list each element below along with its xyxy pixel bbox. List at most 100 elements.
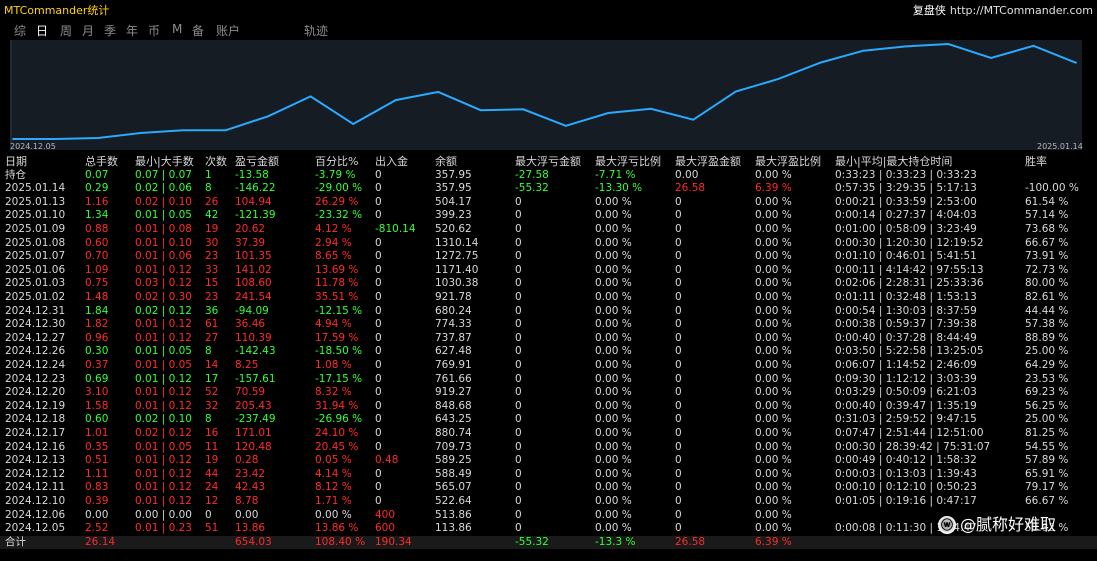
cell-lots: 0.70 (85, 250, 109, 263)
cell-mflp: 0.00 % (595, 427, 632, 439)
cell-mflp: 0.00 % (595, 386, 632, 399)
cell-win: 73.68 % (1025, 223, 1069, 235)
cell-mflp: 0.00 % (595, 331, 632, 344)
brand-url[interactable]: http://MTCommander.com (949, 4, 1093, 17)
table-row[interactable]: 2024.12.11 0.83 0.01 | 0.12 24 42.43 8.12 % 0 5… (0, 481, 1097, 494)
table-row[interactable]: 2024.12.13 0.51 0.01 | 0.12 19 0.28 0.05 % 0.4… (0, 454, 1097, 467)
table-row[interactable]: 2024.12.17 1.01 0.02 | 0.12 16 171.01 24.10 %… (0, 427, 1097, 440)
cell-win: 56.25 % (1025, 399, 1069, 412)
table-row[interactable]: 2024.12.23 0.69 0.01 | 0.12 17 -157.61 -17.15… (0, 373, 1097, 386)
cell-mfpp: 0.00 % (755, 168, 792, 181)
cell-mfp: 0 (675, 454, 682, 467)
table-row[interactable]: 2024.12.18 0.60 0.02 | 0.10 8 -237.49 -26.96 … (0, 413, 1097, 426)
tab-0[interactable]: 综 (14, 24, 27, 38)
cell-pnl: 108.60 (235, 277, 272, 290)
tab-6[interactable]: 币 (148, 24, 161, 38)
table-row[interactable]: 2024.12.30 1.82 0.01 | 0.12 61 36.46 4.94 % 0 7… (0, 318, 1097, 331)
cell-date: 2024.12.11 (5, 481, 66, 494)
table-row[interactable]: 持仓 0.07 0.07 | 0.07 1 -13.58 -3.79 % 0 357.95 -2… (0, 169, 1097, 182)
table-row[interactable]: 2024.12.10 0.39 0.01 | 0.12 12 8.78 1.71 % 0 52… (0, 495, 1097, 508)
cell-time: 0:00:10 | 0:12:10 | 0:50:23 (835, 481, 977, 494)
table-row[interactable]: 2024.12.20 3.10 0.01 | 0.12 52 70.59 8.32 % 0 9… (0, 386, 1097, 399)
cell-minmax: 0.02 | 0.10 (135, 195, 192, 208)
table-row[interactable]: 2025.01.08 0.60 0.01 | 0.10 30 37.39 2.94 % 0 1… (0, 237, 1097, 250)
table-row[interactable]: 2024.12.16 0.35 0.01 | 0.05 11 120.48 20.45 %… (0, 441, 1097, 454)
tab-7[interactable]: M (172, 22, 183, 36)
chart-point (522, 108, 525, 111)
tab-4[interactable]: 季 (104, 24, 117, 38)
cell-mfl: 0 (515, 495, 522, 507)
cell-mflp: 0.00 % (595, 209, 632, 222)
table-row[interactable]: 2025.01.02 1.48 0.02 | 0.30 23 241.54 35.51 %… (0, 291, 1097, 304)
cell-count: 27 (205, 331, 219, 344)
cell-minmax: 0.01 | 0.05 (135, 345, 192, 358)
cell-mflp: 0.00 % (595, 495, 632, 507)
cell-count: 17 (205, 372, 219, 385)
cell-mfp: 0 (675, 195, 682, 208)
tab-9[interactable]: 账户 (216, 24, 241, 38)
table-row[interactable]: 2024.12.06 0.00 0.00 | 0.00 0 0.00 0.00 % 400 5… (0, 509, 1097, 522)
table-row[interactable]: 2025.01.07 0.70 0.01 | 0.06 23 101.35 8.65 % 0… (0, 250, 1097, 263)
cell-count: 24 (205, 481, 219, 494)
cell-lots: 0.60 (85, 413, 109, 426)
cell-date: 2024.12.05 (5, 522, 66, 535)
table-row[interactable]: 2024.12.12 1.11 0.01 | 0.12 44 23.42 4.14 % 0 5… (0, 468, 1097, 481)
table-row[interactable]: 2025.01.06 1.09 0.01 | 0.12 33 141.02 13.69 %… (0, 264, 1097, 277)
cell-pct: 17.59 % (315, 331, 359, 344)
cell-time: 0:06:07 | 1:14:52 | 2:46:09 (835, 359, 977, 371)
table-row[interactable]: 2025.01.10 1.34 0.01 | 0.05 42 -121.39 -23.32… (0, 209, 1097, 222)
cell-io: 0 (375, 481, 382, 494)
tab-5[interactable]: 年 (126, 24, 139, 38)
table-row[interactable]: 2025.01.13 1.16 0.02 | 0.10 26 104.94 26.29 %… (0, 196, 1097, 209)
cell-lots: 0.69 (85, 372, 109, 385)
cell-win: 69.23 % (1025, 386, 1069, 399)
cell-pnl: 23.42 (235, 467, 266, 480)
cell-bal: 1272.75 (435, 250, 479, 263)
cell-win: 81.25 % (1025, 427, 1069, 439)
cell-lots: 2.52 (85, 522, 109, 535)
tab-1[interactable]: 日 (36, 24, 49, 38)
cell-mflp: 0.00 % (595, 223, 632, 235)
cell-count: 26 (205, 195, 219, 208)
table-row[interactable]: 2024.12.05 2.52 0.01 | 0.23 51 13.86 13.86 % 6… (0, 522, 1097, 535)
table-row[interactable]: 2025.01.03 0.75 0.03 | 0.12 15 108.60 11.78 %… (0, 277, 1097, 290)
cell-lots: 0.39 (85, 495, 109, 507)
cell-date: 2024.12.10 (5, 495, 66, 507)
cell-mfpp: 0.00 % (755, 223, 792, 235)
cell-time: 0:01:11 | 0:32:48 | 1:53:13 (835, 291, 977, 303)
cell-pct: 4.14 % (315, 467, 352, 480)
cell-io: 600 (375, 522, 396, 535)
cell-pnl: -146.22 (235, 182, 276, 195)
table-row[interactable]: 2025.01.14 0.29 0.02 | 0.06 8 -146.22 -29.00 … (0, 182, 1097, 195)
cell-mfp: 0 (675, 495, 682, 507)
table-row[interactable]: 2024.12.19 1.58 0.01 | 0.12 32 205.43 31.94 %… (0, 400, 1097, 413)
column-header: 最大浮亏金额 (515, 155, 581, 168)
cell-pnl: 37.39 (235, 236, 266, 249)
cell-bal: 513.86 (435, 508, 472, 521)
cell-minmax: 0.01 | 0.12 (135, 331, 192, 344)
total-row: 合计 26.14 654.03 108.40 % 190.34 -55.32 -13.3 %… (0, 535, 1097, 549)
tab-10[interactable]: 轨迹 (304, 24, 329, 38)
cell-win: -100.00 % (1025, 182, 1079, 195)
cell-bal: 761.66 (435, 372, 472, 385)
tab-8[interactable]: 备 (192, 24, 205, 38)
cell-time: 0:00:03 | 0:13:03 | 1:39:43 (835, 467, 977, 480)
cell-pct: 26.29 % (315, 195, 359, 208)
table-row[interactable]: 2024.12.27 0.96 0.01 | 0.12 27 110.39 17.59 %… (0, 332, 1097, 345)
table-row[interactable]: 2025.01.09 0.88 0.01 | 0.08 19 20.62 4.12 % -8… (0, 223, 1097, 236)
tab-3[interactable]: 月 (82, 24, 95, 38)
cell-mfp: 0 (675, 359, 682, 371)
column-header: 最小|平均|最大持仓时间 (835, 155, 953, 168)
cell-bal: 588.49 (435, 467, 472, 480)
tab-2[interactable]: 周 (60, 24, 73, 38)
cell-pct: 4.94 % (315, 318, 352, 331)
table-row[interactable]: 2024.12.31 1.84 0.02 | 0.12 36 -94.09 -12.15 … (0, 305, 1097, 318)
cell-time: 0:00:38 | 0:59:37 | 7:39:38 (835, 318, 977, 331)
cell-mfl: 0 (515, 318, 522, 331)
table-row[interactable]: 2024.12.24 0.37 0.01 | 0.05 14 8.25 1.08 % 0 76… (0, 359, 1097, 372)
table-row[interactable]: 2024.12.26 0.30 0.01 | 0.05 8 -142.43 -18.50 … (0, 345, 1097, 358)
total-mflp: -13.3 % (595, 535, 636, 548)
cell-date: 2024.12.19 (5, 399, 66, 412)
cell-pnl: -94.09 (235, 304, 269, 317)
cell-bal: 357.95 (435, 182, 472, 195)
